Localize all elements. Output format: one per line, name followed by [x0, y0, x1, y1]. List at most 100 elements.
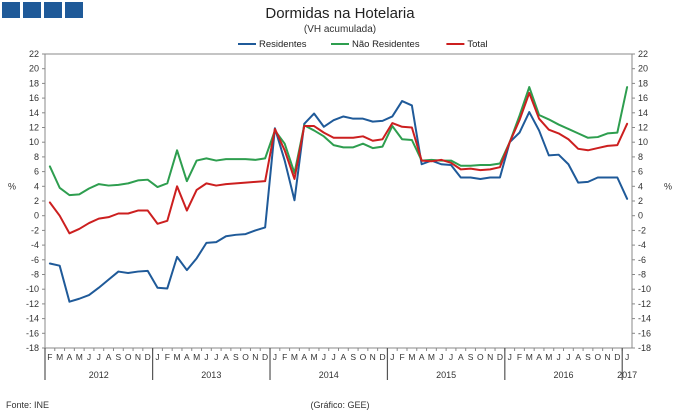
- credit-note: (Gráfico: GEE): [310, 400, 370, 410]
- logo-block-4: [65, 2, 83, 18]
- y-tick-label-right: 12: [638, 123, 648, 133]
- y-tick-label-left: -10: [26, 284, 39, 294]
- x-month-label: A: [67, 352, 73, 362]
- x-month-label: F: [282, 352, 287, 362]
- y-tick-label-right: 2: [638, 196, 643, 206]
- x-month-label: M: [428, 352, 435, 362]
- x-month-label: A: [419, 352, 425, 362]
- y-tick-label-right: -2: [638, 225, 646, 235]
- x-month-label: S: [350, 352, 356, 362]
- x-month-label: J: [97, 352, 101, 362]
- y-tick-label-left: 2: [34, 196, 39, 206]
- x-month-label: N: [604, 352, 610, 362]
- legend-label: Total: [467, 39, 487, 50]
- legend-label: Residentes: [259, 39, 307, 50]
- y-tick-label-left: 22: [29, 49, 39, 59]
- x-month-label: J: [557, 352, 561, 362]
- x-month-label: J: [155, 352, 159, 362]
- legend-label: Não Residentes: [352, 39, 420, 50]
- y-tick-label-right: -12: [638, 299, 651, 309]
- y-axis-label-right: %: [664, 181, 672, 191]
- x-month-label: A: [575, 352, 581, 362]
- x-month-label: A: [536, 352, 542, 362]
- x-month-label: J: [625, 352, 629, 362]
- x-month-label: F: [165, 352, 170, 362]
- y-tick-label-left: 14: [29, 108, 39, 118]
- y-tick-label-left: 4: [34, 181, 39, 191]
- x-month-label: M: [526, 352, 533, 362]
- y-tick-label-left: -16: [26, 328, 39, 338]
- logo-block-2: [23, 2, 41, 18]
- y-tick-label-left: 8: [34, 152, 39, 162]
- x-month-label: S: [468, 352, 474, 362]
- x-month-label: A: [341, 352, 347, 362]
- x-month-label: M: [174, 352, 181, 362]
- x-month-label: F: [399, 352, 404, 362]
- x-month-label: J: [390, 352, 394, 362]
- y-tick-label-right: 16: [638, 93, 648, 103]
- x-year-label: 2012: [89, 370, 109, 380]
- x-year-label: 2016: [554, 370, 574, 380]
- x-month-label: J: [449, 352, 453, 362]
- x-month-label: M: [310, 352, 317, 362]
- x-month-label: D: [145, 352, 151, 362]
- x-month-label: J: [508, 352, 512, 362]
- x-month-label: A: [223, 352, 229, 362]
- x-year-label: 2017: [617, 370, 637, 380]
- x-month-label: M: [56, 352, 63, 362]
- y-tick-label-right: 14: [638, 108, 648, 118]
- y-tick-label-right: 6: [638, 167, 643, 177]
- x-month-label: M: [545, 352, 552, 362]
- plot-frame: [44, 53, 633, 349]
- y-tick-label-right: -6: [638, 255, 646, 265]
- x-month-label: O: [125, 352, 132, 362]
- series-line-residentes: [48, 100, 629, 303]
- y-tick-label-right: 0: [638, 211, 643, 221]
- y-tick-label-left: 0: [34, 211, 39, 221]
- y-tick-label-right: 4: [638, 181, 643, 191]
- x-month-label: D: [497, 352, 503, 362]
- chart-title: Dormidas na Hotelaria: [265, 5, 415, 22]
- x-month-label: N: [487, 352, 493, 362]
- y-tick-label-left: -8: [31, 270, 39, 280]
- x-month-label: J: [214, 352, 218, 362]
- x-month-label: J: [322, 352, 326, 362]
- y-tick-label-left: 16: [29, 93, 39, 103]
- gee-logo: [2, 2, 83, 18]
- x-month-label: D: [614, 352, 620, 362]
- x-month-label: O: [477, 352, 484, 362]
- x-month-label: A: [184, 352, 190, 362]
- x-month-label: N: [370, 352, 376, 362]
- x-month-label: S: [585, 352, 591, 362]
- series-line-nao-residentes: [48, 86, 629, 197]
- y-tick-label-right: -16: [638, 328, 651, 338]
- y-tick-label-left: -4: [31, 240, 39, 250]
- x-month-label: S: [233, 352, 239, 362]
- y-tick-label-left: 10: [29, 137, 39, 147]
- y-tick-label-left: -6: [31, 255, 39, 265]
- x-month-label: M: [408, 352, 415, 362]
- y-tick-label-left: -2: [31, 225, 39, 235]
- y-tick-label-right: 20: [638, 64, 648, 74]
- x-year-label: 2013: [201, 370, 221, 380]
- x-month-label: N: [252, 352, 258, 362]
- y-tick-label-right: 22: [638, 49, 648, 59]
- chart-subtitle: (VH acumulada): [303, 24, 377, 35]
- y-tick-label-left: 18: [29, 78, 39, 88]
- y-axis-label-left: %: [8, 181, 16, 191]
- x-month-label: F: [517, 352, 522, 362]
- x-month-label: D: [379, 352, 385, 362]
- x-month-label: N: [135, 352, 141, 362]
- y-tick-label-left: -18: [26, 343, 39, 353]
- y-tick-label-right: 8: [638, 152, 643, 162]
- logo-block-1: [2, 2, 20, 18]
- y-tick-label-right: -10: [638, 284, 651, 294]
- x-month-label: J: [566, 352, 570, 362]
- y-tick-label-right: -14: [638, 314, 651, 324]
- x-month-label: O: [594, 352, 601, 362]
- source-note: Fonte: INE: [6, 400, 50, 410]
- x-month-label: J: [204, 352, 208, 362]
- x-month-label: A: [301, 352, 307, 362]
- y-tick-label-right: 18: [638, 78, 648, 88]
